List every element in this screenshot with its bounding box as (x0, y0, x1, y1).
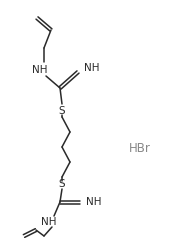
Text: S: S (59, 179, 65, 189)
Text: HBr: HBr (129, 141, 151, 154)
Text: NH: NH (32, 65, 48, 75)
Text: NH: NH (86, 197, 102, 207)
Text: NH: NH (41, 217, 57, 227)
Text: NH: NH (84, 63, 100, 73)
Text: S: S (59, 106, 65, 116)
